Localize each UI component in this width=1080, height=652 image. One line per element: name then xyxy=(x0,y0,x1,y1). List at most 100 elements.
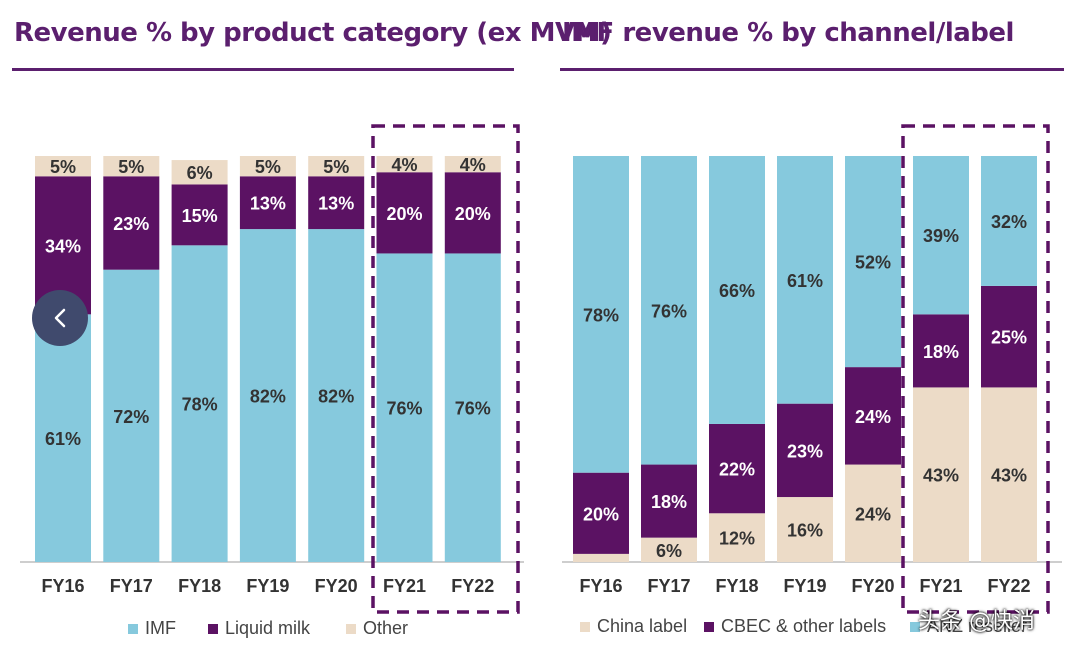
highlight-box xyxy=(901,124,1050,614)
previous-slide-button[interactable] xyxy=(32,290,88,346)
bar-segment-china-label xyxy=(777,497,833,562)
data-label: 76% xyxy=(651,301,687,321)
data-label: 24% xyxy=(855,407,891,427)
watermark-text: 头条 @快消 xyxy=(918,609,1035,634)
bar-segment-liquid-milk xyxy=(444,172,501,254)
data-label: 12% xyxy=(719,529,755,549)
bar-segment-liquid-milk xyxy=(239,176,296,230)
bar-segment-anz-reseller xyxy=(981,156,1037,286)
data-label: 32% xyxy=(991,212,1027,232)
data-label: 18% xyxy=(651,492,687,512)
bar-segment-imf xyxy=(171,245,228,562)
x-tick-label: FY20 xyxy=(315,576,358,596)
data-label: 43% xyxy=(923,466,959,486)
data-label: 24% xyxy=(855,504,891,524)
data-label: 72% xyxy=(113,407,149,427)
bar-segment-liquid-milk xyxy=(308,176,365,230)
data-label: 4% xyxy=(391,155,417,175)
data-label: 76% xyxy=(386,399,422,419)
bar-segment-imf xyxy=(376,253,433,562)
legend-label: ANZ reseller xyxy=(927,616,1027,636)
bar-segment-other xyxy=(444,156,501,173)
data-label: 13% xyxy=(318,194,354,214)
data-label: 78% xyxy=(583,305,619,325)
data-label: 82% xyxy=(318,387,354,407)
bar-segment-liquid-milk xyxy=(171,184,228,246)
bar-segment-other xyxy=(308,156,365,177)
data-label: 16% xyxy=(787,521,823,541)
data-label: 20% xyxy=(455,204,491,224)
legend-label: Liquid milk xyxy=(225,618,311,638)
data-label: 76% xyxy=(455,399,491,419)
title-rule-left xyxy=(12,68,514,71)
bar-segment-cbec-other-labels xyxy=(845,367,901,465)
title-rule-right xyxy=(560,68,1064,71)
bar-segment-china-label xyxy=(641,537,697,562)
chevron-left-icon xyxy=(54,308,66,328)
legend-swatch xyxy=(704,622,714,632)
bar-segment-imf xyxy=(35,314,91,562)
bar-segment-anz-reseller xyxy=(777,156,833,404)
x-tick-label: FY22 xyxy=(987,576,1030,596)
bar-segment-anz-reseller xyxy=(845,156,901,368)
legend-swatch xyxy=(580,622,590,632)
bar-segment-anz-reseller xyxy=(641,156,697,465)
bar-segment-cbec-other-labels xyxy=(573,472,629,554)
data-label: 5% xyxy=(118,157,144,177)
data-label: 6% xyxy=(656,541,682,561)
x-tick-label: FY16 xyxy=(579,576,622,596)
data-label: 23% xyxy=(113,214,149,234)
legend-label: CBEC & other labels xyxy=(721,616,886,636)
data-label: 82% xyxy=(250,387,286,407)
bar-segment-china-label xyxy=(709,513,765,562)
bar-segment-other xyxy=(376,156,433,173)
bar-segment-liquid-milk xyxy=(376,172,433,254)
data-label: 4% xyxy=(460,155,486,175)
x-tick-label: FY18 xyxy=(178,576,221,596)
data-label: 61% xyxy=(787,271,823,291)
x-tick-label: FY22 xyxy=(451,576,494,596)
legend-swatch xyxy=(128,624,138,634)
legend-swatch xyxy=(208,624,218,634)
bar-segment-imf xyxy=(308,229,365,562)
bar-segment-cbec-other-labels xyxy=(709,423,765,514)
data-label: 23% xyxy=(787,441,823,461)
chart-title-left: Revenue % by product category (ex MVM) xyxy=(14,18,612,48)
data-label: 6% xyxy=(187,163,213,183)
data-label: 34% xyxy=(45,236,81,256)
data-label: 39% xyxy=(923,226,959,246)
chart-title-right: IMF revenue % by channel/label xyxy=(562,18,1014,48)
legend-swatch xyxy=(910,622,920,632)
bar-segment-imf xyxy=(103,269,160,562)
x-tick-label: FY19 xyxy=(783,576,826,596)
data-label: 20% xyxy=(583,504,619,524)
data-label: 15% xyxy=(182,206,218,226)
bar-segment-other xyxy=(103,156,160,177)
data-label: 43% xyxy=(991,466,1027,486)
data-label: 13% xyxy=(250,194,286,214)
bar-segment-imf xyxy=(239,229,296,562)
legend-swatch xyxy=(346,624,356,634)
bar-segment-anz-reseller xyxy=(709,156,765,424)
bar-segment-other xyxy=(239,156,296,177)
x-tick-label: FY21 xyxy=(383,576,426,596)
bar-segment-anz-reseller xyxy=(573,156,629,473)
x-tick-label: FY21 xyxy=(919,576,962,596)
data-label: 61% xyxy=(45,429,81,449)
bar-segment-anz-reseller xyxy=(913,156,969,315)
x-tick-label: FY19 xyxy=(246,576,289,596)
x-tick-label: FY17 xyxy=(110,576,153,596)
bar-segment-cbec-other-labels xyxy=(913,314,969,388)
x-tick-label: FY16 xyxy=(41,576,84,596)
legend-label: Other xyxy=(363,618,408,638)
x-tick-label: FY20 xyxy=(851,576,894,596)
data-label: 25% xyxy=(991,328,1027,348)
data-label: 5% xyxy=(255,157,281,177)
bar-segment-china-label xyxy=(913,387,969,562)
legend-label: IMF xyxy=(145,618,176,638)
x-tick-label: FY17 xyxy=(647,576,690,596)
data-label: 18% xyxy=(923,342,959,362)
bar-segment-cbec-other-labels xyxy=(981,285,1037,388)
bar-segment-china-label xyxy=(573,553,629,562)
